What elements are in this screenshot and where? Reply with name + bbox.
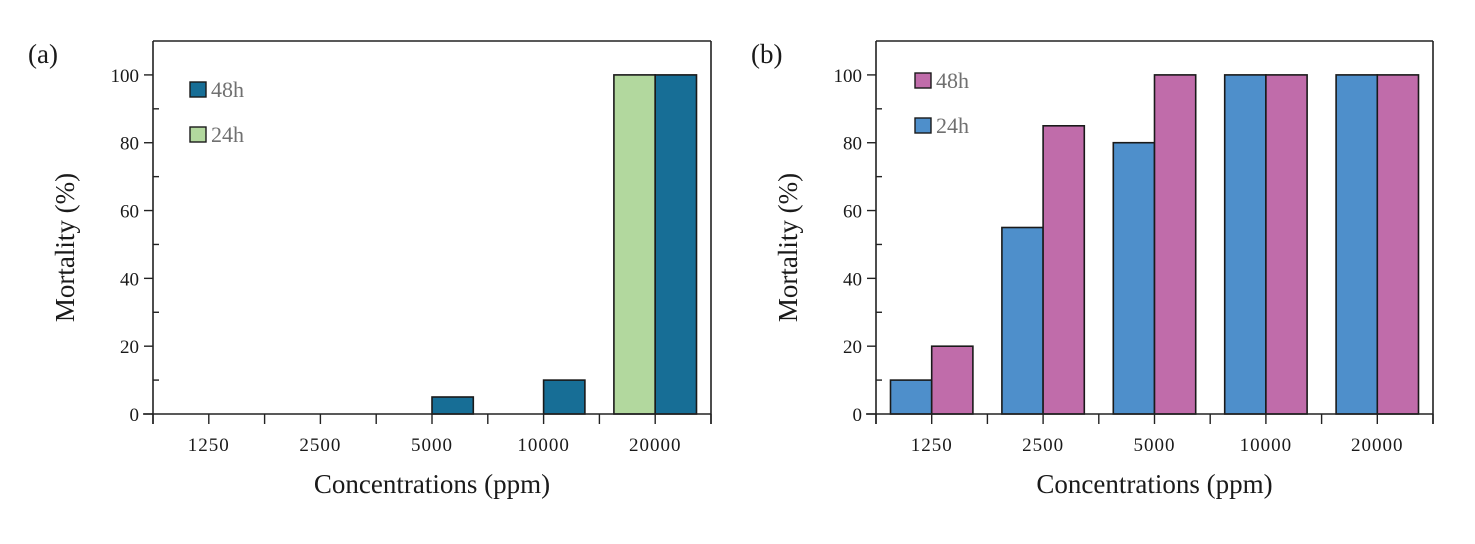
y-tick-label: 60 xyxy=(120,202,139,223)
bar-48h-1250 xyxy=(930,345,974,415)
bar-24h-1250 xyxy=(889,379,933,415)
legend-label-24h: 24h xyxy=(211,122,244,147)
x-tick-label: 10000 xyxy=(517,435,570,456)
legend: 48h 24h xyxy=(189,77,244,147)
bar-24h-20000 xyxy=(613,74,657,415)
x-tick-label: 2500 xyxy=(1022,435,1064,456)
legend-swatch-48h xyxy=(189,81,207,98)
bar-24h-20000 xyxy=(1335,74,1379,415)
y-tick-label: 20 xyxy=(843,337,862,358)
x-tick-label: 10000 xyxy=(1240,435,1293,456)
y-tick-label: 40 xyxy=(120,269,139,290)
y-tick-label: 80 xyxy=(843,134,862,155)
y-tick-label: 100 xyxy=(111,66,140,87)
bar-48h-10000 xyxy=(542,379,586,415)
x-tick-label: 1250 xyxy=(188,435,230,456)
bar-48h-5000 xyxy=(1153,74,1197,415)
legend-label-24h: 24h xyxy=(936,113,969,138)
legend: 48h 24h xyxy=(914,68,969,138)
legend-swatch-48h xyxy=(914,72,932,89)
x-axis-title: Concentrations (ppm) xyxy=(314,469,550,499)
bar-24h-2500 xyxy=(1001,226,1044,415)
legend-label-48h: 48h xyxy=(211,77,244,102)
bar-24h-10000 xyxy=(1223,74,1267,415)
y-axis-title: Mortality (%) xyxy=(50,173,80,322)
x-tick-label: 20000 xyxy=(629,435,682,456)
y-tick-label: 100 xyxy=(834,66,863,87)
legend-label-48h: 48h xyxy=(936,68,969,93)
legend-swatch-24h xyxy=(914,117,932,134)
y-tick-label: 0 xyxy=(853,405,863,426)
x-tick-label: 5000 xyxy=(1134,435,1176,456)
bar-48h-2500 xyxy=(1042,125,1086,415)
y-tick-label: 60 xyxy=(843,202,862,223)
y-tick-label: 0 xyxy=(130,405,140,426)
chart-panel-b: 0 20 40 60 80 100 1250 2500 5000 10000 20000 Concen… xyxy=(751,39,1434,499)
bar-48h-20000 xyxy=(1376,74,1420,415)
bar-48h-20000 xyxy=(654,74,698,415)
bar-48h-5000 xyxy=(431,396,475,415)
legend-swatch-24h xyxy=(189,126,207,143)
x-tick-label: 1250 xyxy=(911,435,953,456)
panel-label: (a) xyxy=(28,39,58,69)
x-tick-label: 5000 xyxy=(411,435,453,456)
y-tick-label: 40 xyxy=(843,269,862,290)
x-tick-label: 2500 xyxy=(299,435,341,456)
x-tick-label: 20000 xyxy=(1351,435,1404,456)
bar-48h-10000 xyxy=(1265,74,1308,415)
x-axis-title: Concentrations (ppm) xyxy=(1036,469,1272,499)
y-tick-label: 20 xyxy=(120,337,139,358)
chart-panel-a: 0 20 40 60 80 100 1250 2500 5000 10000 20000 Concen… xyxy=(28,39,712,499)
bar-24h-5000 xyxy=(1112,141,1156,415)
panel-label: (b) xyxy=(751,39,782,69)
y-axis-title: Mortality (%) xyxy=(773,173,803,322)
y-tick-label: 80 xyxy=(120,134,139,155)
